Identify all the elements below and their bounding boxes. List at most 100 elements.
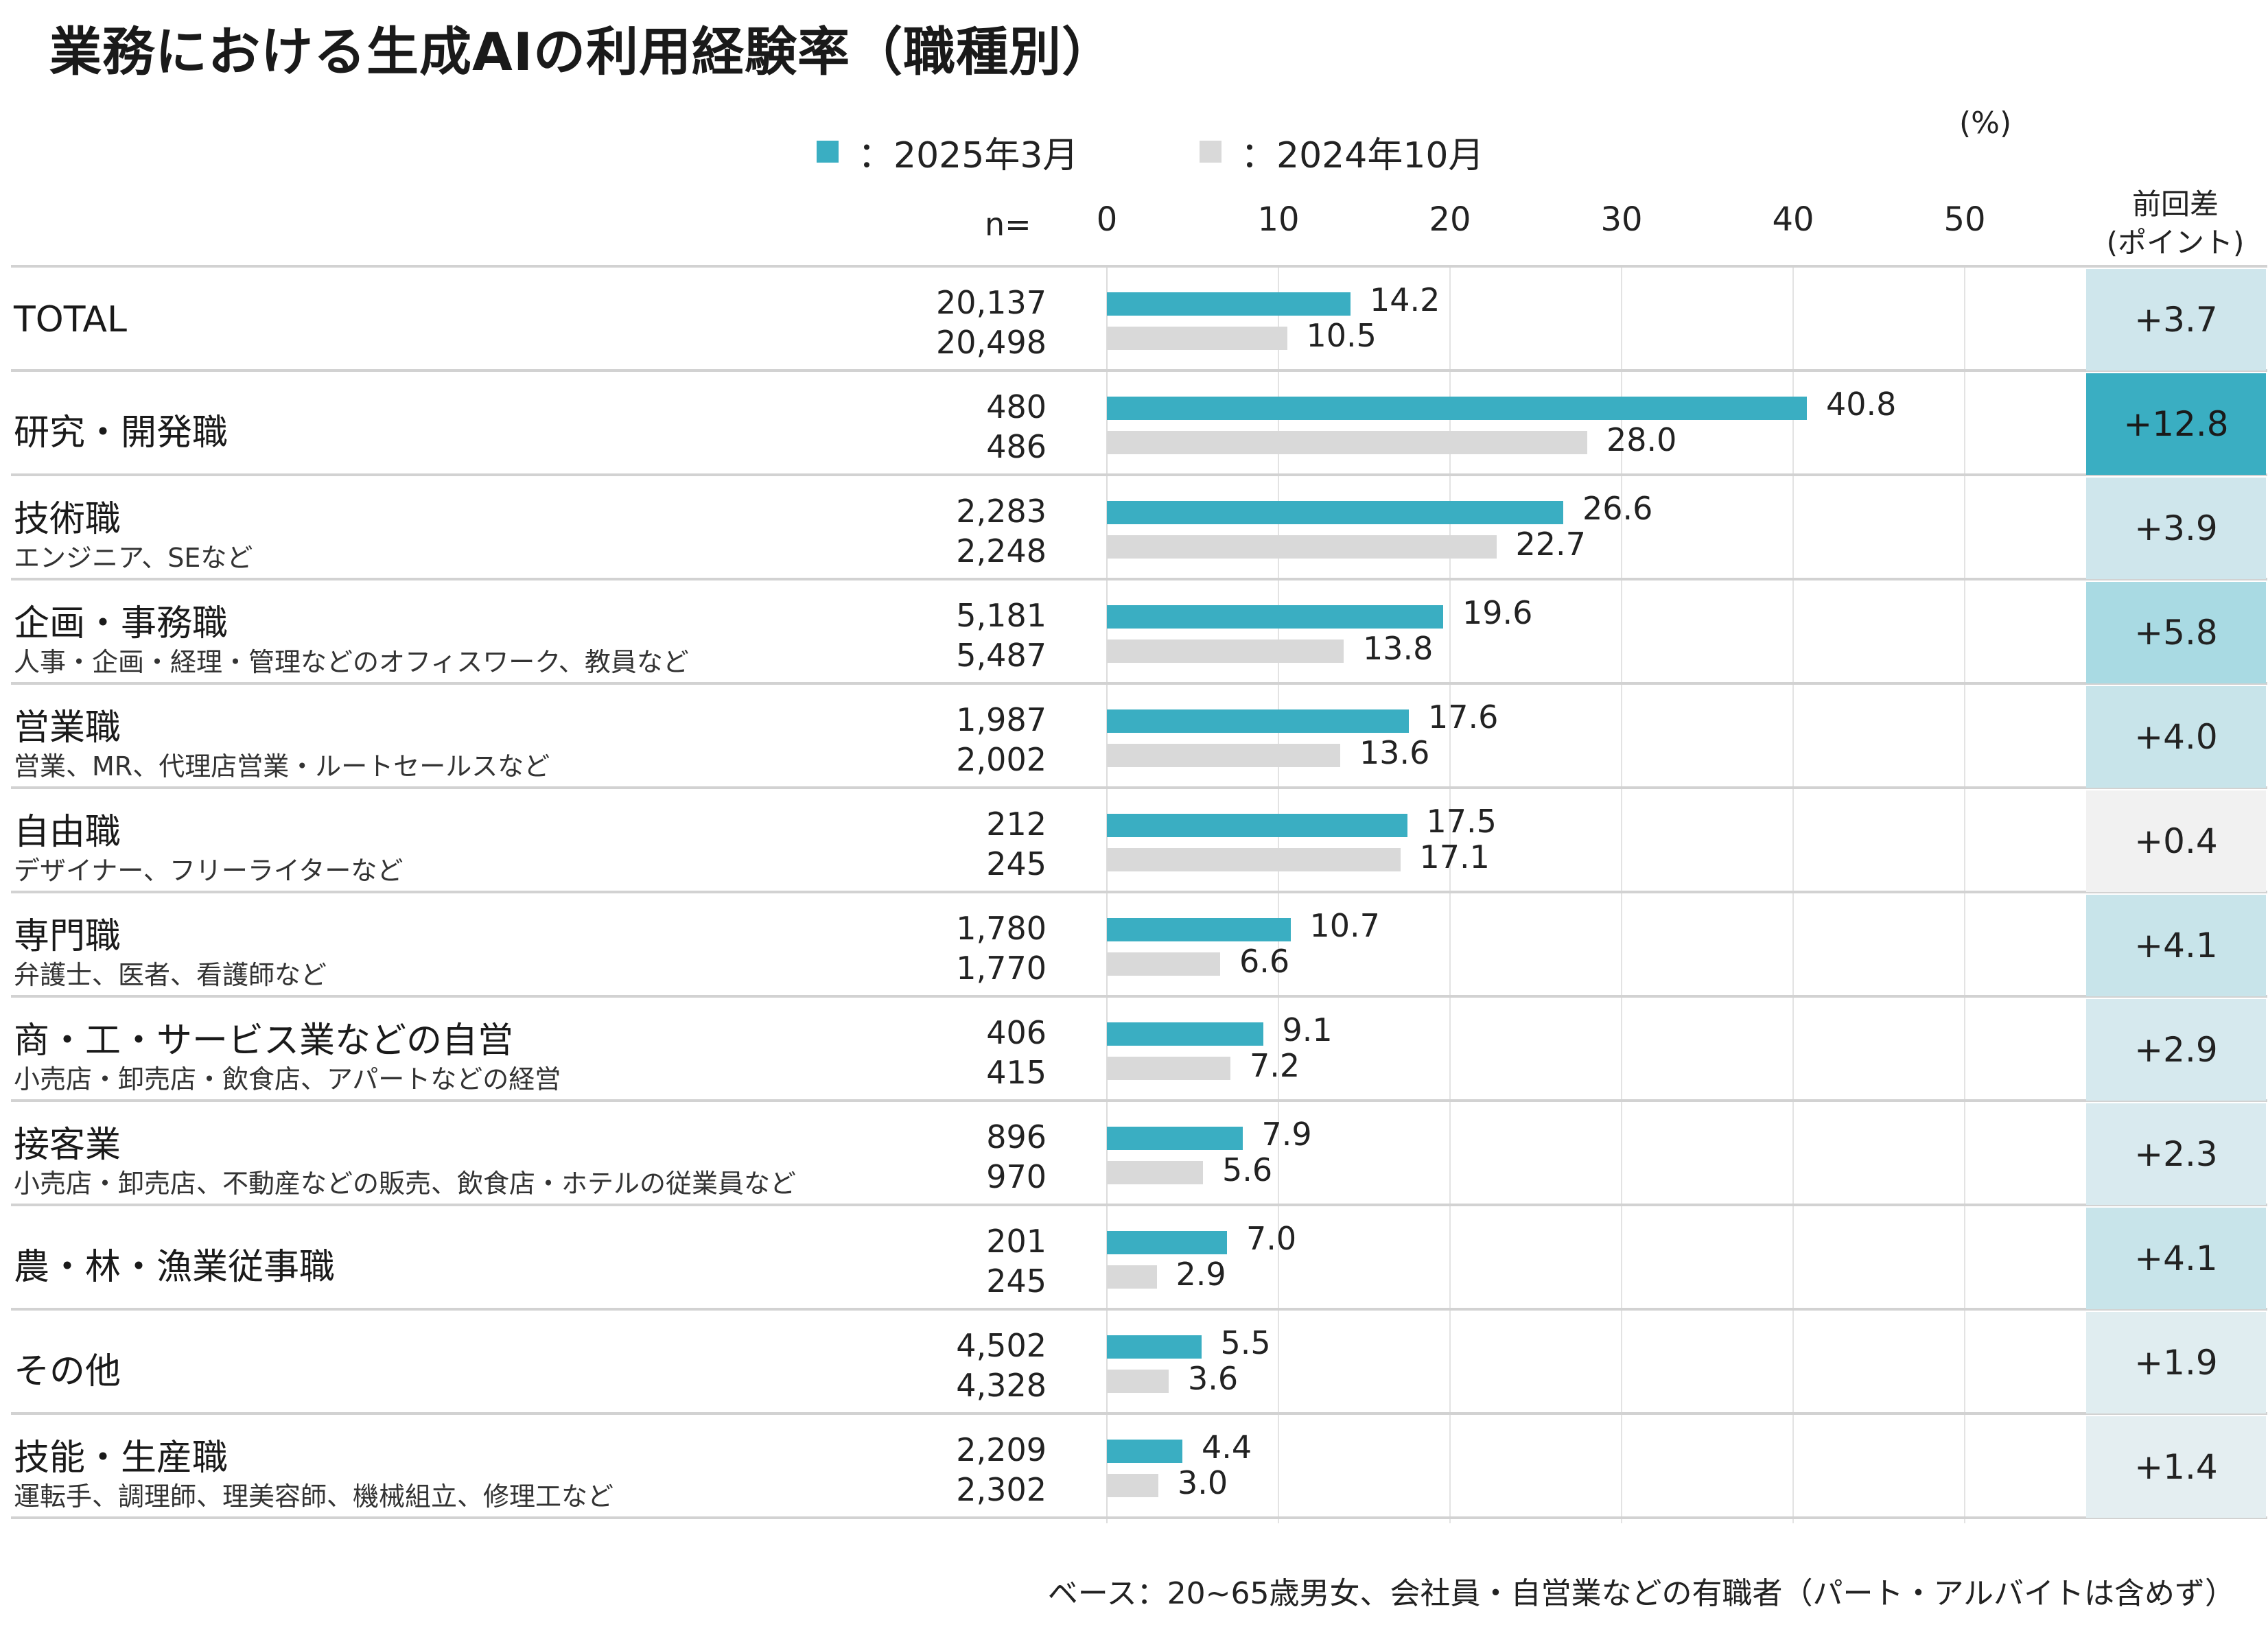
- bar-value-label-2024: 10.5: [1306, 317, 1377, 354]
- footnote: ベース：20~65歳男女、会社員・自営業などの有職者（パート・アルバイトは含めず…: [1047, 1576, 2235, 1611]
- bar-2024: [1107, 848, 1401, 871]
- category-label: 企画・事務職: [14, 603, 229, 644]
- category-label: 商・工・サービス業などの自営: [14, 1020, 514, 1061]
- bar-value-label-2024: 2.9: [1176, 1256, 1226, 1293]
- row-separator: [11, 786, 2267, 789]
- diff-value: +1.4: [2086, 1416, 2266, 1518]
- x-tick-label: 0: [1096, 200, 1118, 239]
- diff-value: +4.1: [2086, 1208, 2266, 1309]
- bar-value-label-2024: 5.6: [1222, 1151, 1273, 1188]
- sample-size-2025: 406: [986, 1014, 1047, 1051]
- bar-2025: [1107, 1231, 1227, 1254]
- bar-value-label-2024: 13.6: [1359, 734, 1430, 771]
- bar-value-label-2024: 6.6: [1239, 943, 1290, 980]
- category-sublabel: デザイナー、フリーライターなど: [14, 856, 404, 886]
- category-sublabel: 弁護士、医者、看護師など: [14, 960, 327, 990]
- sample-size-2025: 4,502: [956, 1327, 1047, 1364]
- category-label: TOTAL: [14, 299, 127, 340]
- bar-value-label-2025: 7.9: [1261, 1116, 1312, 1153]
- sample-size-2024: 5,487: [956, 637, 1047, 674]
- row-separator: [11, 1412, 2267, 1415]
- category-label: 接客業: [14, 1125, 121, 1166]
- bar-2024: [1107, 1265, 1157, 1289]
- bar-2025: [1107, 397, 1807, 420]
- diff-value: +2.9: [2086, 999, 2266, 1101]
- bar-2025: [1107, 1335, 1202, 1359]
- bar-value-label-2025: 14.2: [1370, 281, 1440, 318]
- bar-value-label-2024: 7.2: [1250, 1047, 1300, 1084]
- category-sublabel: 営業、MR、代理店営業・ルートセールスなど: [14, 751, 550, 782]
- gridline: [1964, 266, 1965, 1523]
- unit-label: (%): [1959, 106, 2012, 141]
- category-label: 技術職: [14, 499, 121, 540]
- row-separator: [11, 1204, 2267, 1206]
- bar-value-label-2024: 22.7: [1515, 526, 1586, 563]
- category-label: 営業職: [14, 707, 121, 749]
- bar-2025: [1107, 814, 1407, 837]
- sample-size-2025: 2,209: [956, 1431, 1047, 1468]
- bar-2025: [1107, 1440, 1182, 1463]
- bar-value-label-2025: 10.7: [1309, 907, 1380, 944]
- chart-row: 商・工・サービス業などの自営 小売店・卸売店・飲食店、アパートなどの経営 406 41…: [0, 998, 2268, 1102]
- bar-2025: [1107, 1022, 1263, 1046]
- sample-size-2024: 245: [986, 1263, 1047, 1300]
- bar-2024: [1107, 1057, 1230, 1080]
- sample-size-2024: 20,498: [936, 324, 1047, 361]
- legend-item-2: ：2024年10月: [1200, 128, 1484, 176]
- bar-2025: [1107, 1127, 1243, 1150]
- sample-size-2025: 1,987: [956, 701, 1047, 738]
- bar-value-label-2025: 19.6: [1462, 594, 1533, 631]
- bar-value-label-2025: 5.5: [1220, 1324, 1271, 1361]
- gridline: [1106, 266, 1108, 1523]
- bar-2025: [1107, 292, 1351, 316]
- bar-value-label-2025: 4.4: [1202, 1429, 1252, 1466]
- bar-value-label-2024: 13.8: [1363, 630, 1434, 667]
- row-separator: [11, 578, 2267, 580]
- bar-2025: [1107, 501, 1563, 524]
- sample-size-2024: 4,328: [956, 1367, 1047, 1404]
- chart-row: 農・林・漁業従事職 201 245 7.0 2.9 +4.1: [0, 1206, 2268, 1311]
- category-label: 農・林・漁業従事職: [14, 1247, 336, 1288]
- chart-row: その他 4,502 4,328 5.5 3.6 +1.9: [0, 1311, 2268, 1415]
- category-sublabel: 人事・企画・経理・管理などのオフィスワーク、教員など: [14, 647, 689, 677]
- bar-2024: [1107, 952, 1220, 976]
- bar-2025: [1107, 918, 1291, 941]
- bar-value-label-2025: 26.6: [1582, 490, 1653, 527]
- x-tick-label: 40: [1772, 200, 1814, 239]
- row-separator: [11, 265, 2267, 268]
- bar-2024: [1107, 744, 1340, 767]
- x-tick-label: 50: [1943, 200, 1986, 239]
- legend-swatch: [1200, 141, 1221, 163]
- bar-value-label-2024: 3.6: [1188, 1360, 1239, 1397]
- category-label: 専門職: [14, 916, 121, 957]
- category-label: 技能・生産職: [14, 1438, 229, 1479]
- bar-value-label-2025: 17.5: [1426, 803, 1497, 840]
- bar-2025: [1107, 605, 1443, 629]
- x-tick-label: 30: [1600, 200, 1643, 239]
- gridline: [1621, 266, 1622, 1523]
- gridline: [1278, 266, 1279, 1523]
- sample-size-2025: 20,137: [936, 284, 1047, 321]
- sample-size-2024: 970: [986, 1158, 1047, 1195]
- n-header: n=: [985, 206, 1031, 243]
- sample-size-2024: 2,002: [956, 741, 1047, 778]
- x-tick-label: 20: [1429, 200, 1471, 239]
- chart-row: 自由職 デザイナー、フリーライターなど 212 245 17.5 17.1 +0.4: [0, 789, 2268, 893]
- sample-size-2025: 201: [986, 1223, 1047, 1260]
- x-tick-label: 10: [1257, 200, 1300, 239]
- diff-value: +4.0: [2086, 686, 2266, 788]
- category-label: 自由職: [14, 812, 121, 853]
- legend-label: ：2025年3月: [858, 134, 1079, 176]
- category-sublabel: 小売店・卸売店・飲食店、アパートなどの経営: [14, 1064, 561, 1094]
- row-separator: [11, 995, 2267, 998]
- category-sublabel: 小売店・卸売店、不動産などの販売、飲食店・ホテルの従業員など: [14, 1169, 797, 1199]
- sample-size-2024: 2,302: [956, 1471, 1047, 1508]
- diff-value: +3.7: [2086, 269, 2266, 371]
- sample-size-2025: 5,181: [956, 597, 1047, 634]
- diff-value: +12.8: [2086, 373, 2266, 475]
- bar-2024: [1107, 431, 1587, 454]
- chart-title: 業務における生成AIの利用経験率（職種別）: [49, 21, 1115, 82]
- row-separator: [11, 1516, 2267, 1519]
- bar-2024: [1107, 1474, 1158, 1497]
- diff-header-line-2: (ポイント): [2106, 226, 2245, 259]
